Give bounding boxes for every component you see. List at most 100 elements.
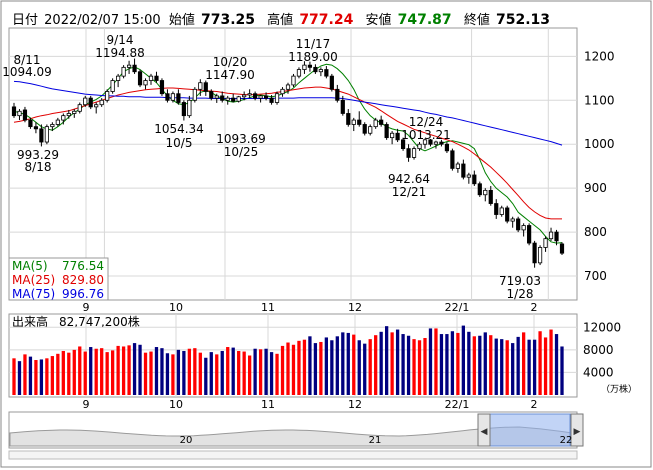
candle (83, 95, 88, 107)
volume-bar (357, 340, 361, 395)
volume-bar (450, 331, 455, 395)
high-value: 777.24 (299, 12, 354, 28)
candle-body (274, 93, 280, 103)
navigator-scrollbar[interactable] (8, 450, 578, 460)
candle (137, 69, 143, 88)
candle (214, 93, 219, 103)
candle-body (77, 104, 82, 112)
volume-bar (489, 335, 493, 395)
candle-body (105, 91, 110, 101)
volume-bar (94, 348, 98, 395)
candle-body (88, 97, 93, 108)
candle-body (159, 80, 165, 95)
close-label: 終値 (463, 13, 490, 28)
candle-body (395, 132, 400, 141)
volume-bar (434, 328, 438, 395)
candle-body (455, 163, 460, 169)
candle (335, 84, 340, 103)
legend-ma75-value: 996.76 (62, 287, 104, 301)
candle-body (390, 132, 395, 139)
annotation-date: 11/17 (296, 37, 331, 51)
candle (126, 60, 132, 74)
candle (362, 122, 367, 136)
candle (554, 229, 559, 246)
annotation-date: 9/14 (107, 33, 134, 47)
volume-bar (363, 343, 367, 395)
annotation-value: 1147.90 (205, 68, 255, 82)
candle-body (94, 104, 99, 108)
volume-bar (532, 339, 537, 395)
navigator-left-handle[interactable] (477, 413, 491, 447)
candle-body (444, 143, 450, 152)
candle (110, 78, 115, 94)
candle-body (258, 95, 263, 99)
volume-bar (352, 334, 356, 395)
candle-body (340, 99, 345, 114)
volume-bar (291, 344, 296, 395)
candle (66, 109, 71, 119)
candle-body (433, 141, 439, 145)
candle (521, 223, 526, 237)
candle-body (220, 95, 225, 101)
navigator-label-22: 22 (560, 435, 573, 446)
volume-bar (116, 345, 120, 395)
volume-bar (319, 341, 323, 395)
volume-bar (50, 356, 55, 395)
candle-body (55, 119, 60, 125)
candle-body (269, 97, 274, 103)
candle-body (346, 113, 351, 125)
candle-body (335, 88, 340, 101)
volume-bar (171, 354, 175, 395)
volume-bar (406, 335, 411, 395)
candle-body (428, 139, 433, 145)
candle-body (527, 225, 532, 244)
annotation-date: 10/25 (224, 145, 259, 159)
candle-body (154, 75, 159, 81)
candle (384, 122, 389, 140)
candle-body (494, 203, 499, 215)
volume-bar (521, 332, 526, 395)
candle (318, 67, 323, 77)
price-ytick-1: 800 (584, 225, 607, 239)
price-ytick-0: 700 (584, 269, 607, 283)
candle-body (33, 126, 39, 130)
candle-body (516, 218, 521, 231)
price-xtick-4: 22/1 (445, 301, 470, 314)
candle-body (263, 95, 269, 99)
volume-bar (253, 348, 257, 395)
volume-bar (379, 331, 383, 395)
price-ytick-3: 1000 (584, 137, 615, 151)
volume-bar (330, 340, 334, 395)
candle (302, 61, 307, 74)
candle-body (176, 93, 181, 103)
candle (44, 124, 49, 145)
candle-body (192, 88, 197, 101)
volume-bar (209, 352, 213, 395)
candle-body (329, 75, 334, 90)
navigator-selection[interactable] (485, 413, 571, 447)
volume-bar (472, 336, 476, 395)
candle-body (422, 139, 428, 145)
candle (346, 109, 351, 127)
candle-body (400, 139, 406, 150)
volume-bar (220, 350, 224, 395)
candle-body (461, 163, 466, 178)
candle (22, 106, 28, 123)
candle-body (280, 88, 285, 95)
volume-bar (215, 354, 219, 395)
candle-body (50, 124, 55, 128)
annotation-date: 12/24 (409, 115, 444, 129)
volume-bar (286, 342, 290, 395)
legend-ma5-value: 776.54 (62, 259, 104, 273)
close-value: 752.13 (495, 12, 550, 28)
candle-body (61, 115, 66, 121)
candle (176, 89, 181, 105)
volume-bar (538, 331, 542, 395)
candle (340, 95, 345, 116)
candle (510, 216, 515, 228)
candle-body (351, 119, 356, 125)
candle-body (28, 119, 33, 128)
volume-bar (12, 358, 16, 395)
navigator-right-handle[interactable] (570, 413, 584, 447)
